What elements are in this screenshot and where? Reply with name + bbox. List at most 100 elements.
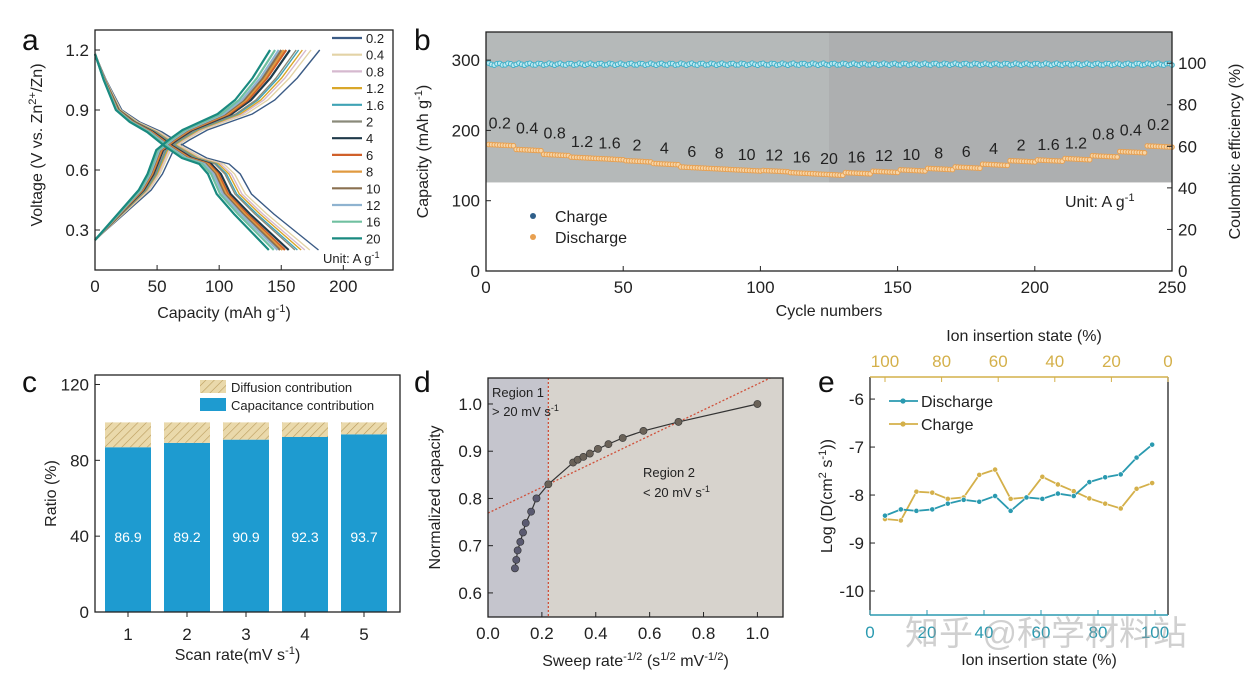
unit-note: Unit: A g-1 — [323, 250, 380, 266]
y-tick-label: -10 — [839, 582, 864, 601]
bar-diffusion-4 — [282, 422, 328, 437]
data-point — [585, 449, 594, 458]
rate-label: 4 — [660, 140, 669, 157]
bar-capacitance-1 — [105, 447, 151, 612]
plot-frame — [487, 377, 784, 618]
legend-label-charge: Charge — [921, 417, 974, 434]
bar-value-label: 92.3 — [291, 529, 318, 545]
rate-label: 1.6 — [1037, 137, 1059, 154]
series-point-charge — [1039, 473, 1046, 480]
series-point-charge — [1149, 480, 1156, 486]
series-point-discharge — [1149, 441, 1156, 448]
rate-label: 1.2 — [571, 134, 593, 151]
capacity-point — [1141, 149, 1148, 156]
legend-label-8: 8 — [366, 165, 373, 180]
series-point-discharge — [1023, 494, 1030, 501]
region-1-rate: > 20 mV s-1 — [492, 403, 559, 419]
x-tick-label: 1 — [123, 625, 132, 644]
rate-label: 1.2 — [1065, 136, 1087, 153]
bar-capacitance-3 — [223, 439, 269, 612]
bottom-x-tick-label: 20 — [918, 623, 937, 642]
y-tick-label: 0.3 — [65, 221, 89, 240]
rate-label: 10 — [902, 147, 920, 164]
x-tick-label: 50 — [148, 277, 167, 296]
y-tick-label: 0.6 — [458, 584, 482, 603]
y-axis-label: Ratio (%) — [43, 460, 60, 527]
bar-value-label: 86.9 — [114, 529, 141, 545]
capacity-point — [1086, 156, 1093, 163]
rate-label: 0.8 — [1092, 127, 1114, 144]
series-point-charge — [1086, 495, 1093, 502]
rate-label: 12 — [765, 147, 783, 164]
y-right-tick-label: 60 — [1178, 137, 1197, 156]
x-tick-label: 100 — [746, 278, 774, 297]
legend-label-discharge: Discharge — [921, 394, 993, 411]
legend-label-16: 16 — [366, 215, 380, 230]
y-tick-label: 0.7 — [458, 537, 482, 556]
y-right-tick-label: 100 — [1178, 54, 1206, 73]
rate-label: 16 — [793, 150, 811, 167]
data-point — [532, 494, 541, 503]
panel-d-normalized-capacity: 0.0 0.2 0.4 0.6 0.8 1.0 0.6 0.7 0.8 0.9 1.0 Sweep r… — [427, 377, 784, 670]
data-point — [511, 564, 519, 573]
bar-capacitance-4 — [282, 436, 328, 612]
capacity-point — [510, 142, 517, 149]
legend-label-1.6: 1.6 — [366, 98, 384, 113]
legend-marker-charge — [900, 421, 906, 427]
rate-label: 8 — [715, 145, 724, 162]
series-point-discharge — [1070, 493, 1077, 499]
top-x-tick-label: 100 — [871, 352, 899, 371]
x-tick-label: 3 — [241, 625, 250, 644]
top-x-tick-label: 0 — [1163, 352, 1172, 371]
series-point-charge — [1117, 505, 1124, 512]
series-point-discharge — [882, 512, 888, 519]
y-tick-label: 120 — [61, 375, 89, 394]
region-2-rate: < 20 mV s-1 — [643, 484, 710, 500]
series-point-charge — [1133, 485, 1140, 492]
rate-label: 16 — [848, 150, 866, 167]
data-point — [674, 418, 683, 426]
data-point — [544, 480, 553, 489]
panel-e-diffusion-coefficient: 100 80 60 40 20 0 0 20 40 60 80 100 -6 -7 -8 -9 -10 Ion i… — [817, 328, 1173, 669]
data-point — [753, 400, 762, 408]
legend-marker-charge — [530, 213, 536, 219]
legend-swatch-capacitance — [200, 398, 226, 411]
curve-20-charge — [94, 49, 272, 241]
rate-label: 0.2 — [489, 115, 511, 132]
bottom-x-tick-label: 60 — [1032, 623, 1051, 642]
y-tick-label: -8 — [849, 486, 864, 505]
legend-label-4: 4 — [366, 131, 373, 146]
y-right-tick-label: 40 — [1178, 179, 1197, 198]
x-axis-label: Scan rate(mV s-1) — [175, 645, 301, 664]
data-point — [512, 555, 521, 564]
curve-20-discharge — [93, 53, 270, 251]
x-tick-label: 2 — [182, 625, 191, 644]
data-point — [618, 434, 627, 442]
bar-capacitance-5 — [341, 434, 387, 612]
series-point-discharge — [1086, 479, 1093, 485]
rate-label: 6 — [687, 144, 696, 161]
x-tick-label: 0 — [90, 277, 99, 296]
data-point — [579, 452, 588, 461]
bar-diffusion-5 — [341, 422, 387, 435]
data-point — [516, 537, 525, 546]
y-tick-label: 0.9 — [458, 442, 482, 461]
y-tick-label: 100 — [452, 192, 480, 211]
y-tick-label: 40 — [70, 527, 89, 546]
legend-label-6: 6 — [366, 148, 373, 163]
panel-c-contribution-bars: 86.9 1 89.2 2 90.9 3 92.3 4 93.7 5 0 40 80 120 Scan ra… — [43, 374, 401, 664]
x-tick-label: 0.8 — [692, 624, 716, 643]
bar-value-label: 90.9 — [232, 529, 259, 545]
region-2-label: Region 2 — [643, 465, 695, 480]
x-tick-label: 200 — [1021, 278, 1049, 297]
series-point-discharge — [976, 498, 983, 505]
x-tick-label: 50 — [614, 278, 633, 297]
series-point-discharge — [929, 506, 936, 513]
y-right-tick-label: 20 — [1178, 220, 1197, 239]
x-tick-label: 5 — [359, 625, 368, 644]
series-point-charge — [1070, 488, 1077, 495]
x-tick-label: 150 — [267, 277, 295, 296]
legend-label-20: 20 — [366, 231, 380, 246]
x-tick-label: 0 — [481, 278, 490, 297]
y-tick-label: 0.6 — [65, 161, 89, 180]
